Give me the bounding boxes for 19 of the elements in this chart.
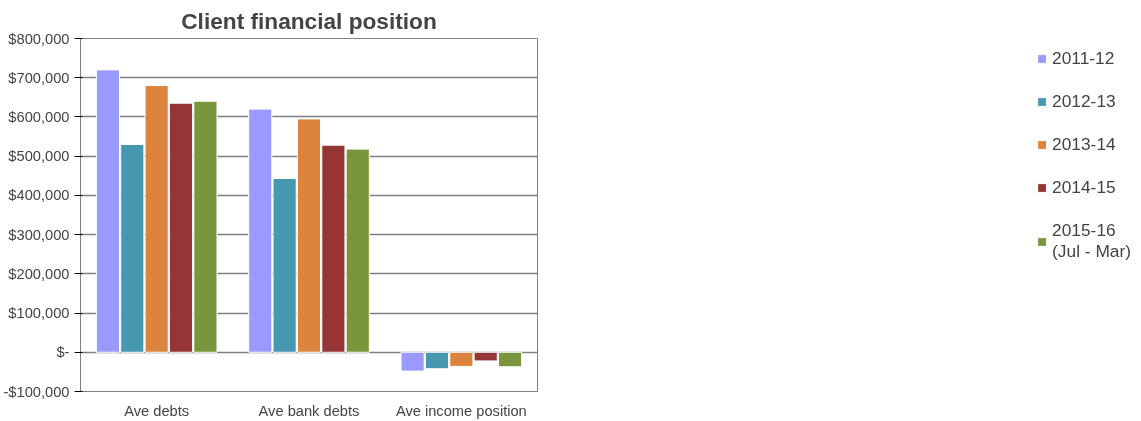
x-tick-label: Ave bank debts (258, 402, 360, 419)
y-tick-label: $800,000 (8, 30, 70, 47)
y-tick-label: $400,000 (8, 187, 70, 204)
x-tick-label: Ave income position (395, 402, 527, 419)
legend-label: 2012-13 (1052, 91, 1116, 112)
y-tick-label: $200,000 (8, 265, 70, 282)
chart-title: Client financial position (181, 7, 437, 34)
y-tick-label: -$100,000 (3, 383, 70, 400)
legend-label: 2011-12 (1052, 48, 1115, 69)
x-tick-label: Ave debts (124, 402, 190, 419)
y-tick-label: $300,000 (8, 226, 70, 243)
y-tick-label: $500,000 (8, 148, 70, 165)
y-tick-label: $- (56, 344, 70, 361)
y-tick-label: $700,000 (8, 69, 70, 86)
legend-label: 2015-16 (Jul - Mar) (1052, 220, 1131, 262)
legend-label: 2013-14 (1052, 134, 1116, 155)
legend-label: 2014-15 (1052, 177, 1116, 198)
y-tick-label: $600,000 (8, 108, 70, 125)
y-tick-label: $100,000 (8, 305, 70, 322)
